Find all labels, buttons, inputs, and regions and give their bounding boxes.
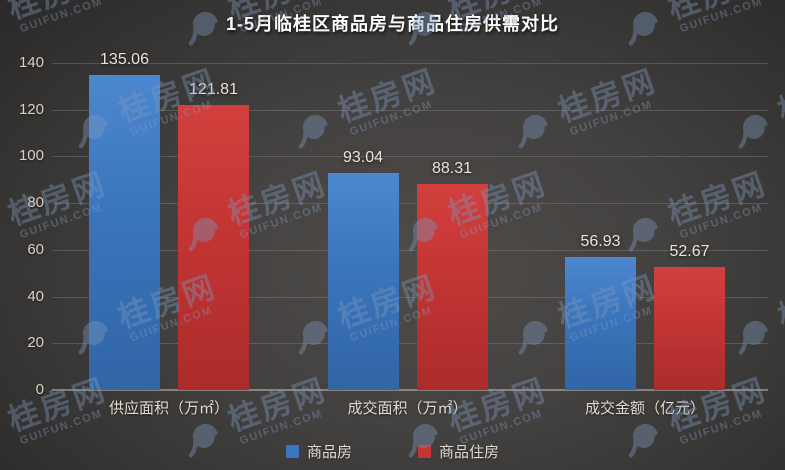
x-category-label: 成交面积（万㎡）: [347, 400, 468, 417]
watermark-site-url: GUIFUN.COM: [238, 201, 325, 242]
x-category-label: 供应面积（万㎡）: [108, 400, 229, 417]
bar-blue-group2: [327, 172, 399, 390]
watermark-site-name: 桂房网: [553, 62, 662, 130]
spiral-logo-icon: [738, 320, 768, 355]
watermark-site-url: GUIFUN.COM: [678, 201, 765, 242]
y-tick-label: 100: [18, 147, 44, 165]
gridline: [52, 296, 768, 298]
bar-value-label: 135.06: [100, 50, 149, 68]
legend-item-shangpinfang: 商品房: [285, 441, 352, 462]
legend-label-shangpinzhufang: 商品住房: [439, 444, 500, 461]
y-tick-label: 40: [27, 287, 44, 305]
bar-value-label: 56.93: [580, 233, 621, 251]
gridline: [52, 63, 768, 64]
y-tick-label: 0: [35, 381, 44, 398]
watermark-site-name: 桂房网: [663, 165, 772, 233]
legend-item-shangpinzhufang: 商品住房: [418, 441, 499, 462]
bar-blue-group3: [565, 257, 636, 390]
y-tick-label: 120: [18, 100, 44, 118]
bar-value-label: 88.31: [431, 159, 473, 177]
x-category-label: 成交金额（亿元）: [584, 400, 705, 417]
y-tick-label: 20: [27, 334, 44, 352]
spiral-logo-icon: [738, 114, 768, 149]
x-axis-line: [52, 389, 768, 391]
watermark-site-url: GUIFUN.COM: [568, 98, 655, 139]
legend-swatch-blue: [285, 445, 299, 458]
y-tick-label: 140: [18, 54, 44, 71]
watermark-site-url: GUIFUN.COM: [348, 98, 435, 139]
watermark-site-name: 桂房网: [773, 62, 785, 130]
gridline: [52, 203, 768, 205]
bar-red-group1: [178, 105, 249, 390]
legend-swatch-red: [418, 445, 431, 458]
legend: 商品房 商品住房: [0, 441, 785, 462]
bar-red-group3: [654, 266, 725, 390]
gridline: [52, 156, 768, 158]
bar-red-group2: [416, 183, 488, 390]
y-tick-label: 80: [27, 194, 44, 212]
gridline: [52, 249, 768, 251]
gridline: [52, 343, 768, 345]
bar-value-label: 93.04: [342, 148, 384, 166]
bar-blue-group1: [89, 74, 160, 390]
watermark-site-name: 桂房网: [333, 62, 442, 130]
watermark-site-name: 桂房网: [773, 268, 785, 336]
spiral-logo-icon: [518, 114, 548, 149]
chart-title: 1-5月临桂区商品房与商品住房供需对比: [225, 14, 559, 34]
gridline: [52, 109, 768, 111]
legend-label-shangpinfang: 商品房: [306, 444, 352, 461]
bar-value-label: 121.81: [189, 81, 238, 99]
spiral-logo-icon: [518, 320, 548, 355]
bar-value-label: 52.67: [669, 242, 710, 260]
y-tick-label: 60: [27, 240, 44, 258]
